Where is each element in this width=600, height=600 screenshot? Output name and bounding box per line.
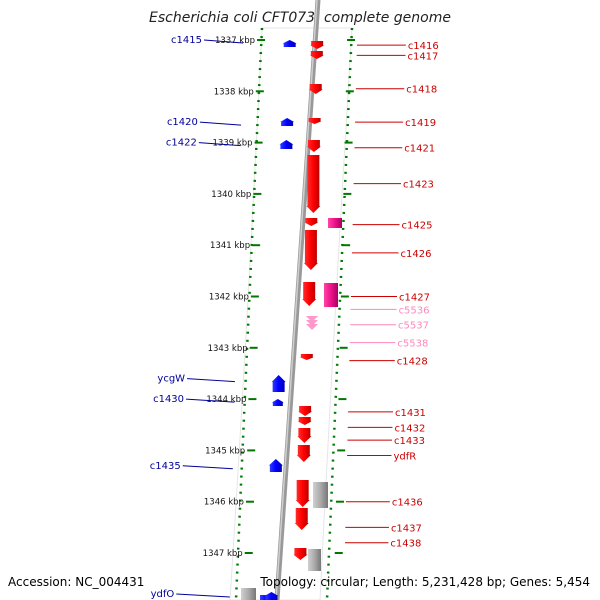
gene-arrow [306,140,321,152]
gene-label-c1419: c1419 [405,118,436,129]
map-band [229,27,353,600]
gene-label-c1428: c1428 [397,357,428,368]
tick-label: 1341 kbp [210,241,250,251]
gene-arrow [304,218,319,226]
feature-rna [328,218,342,228]
gene-label-ydfR: ydfR [393,452,416,463]
leader-line [198,142,241,147]
gene-label-c5536: c5536 [399,305,430,316]
gene-arrow [280,118,295,126]
forward-track-line [325,27,354,600]
gene-label-ycgW: ycgW [157,374,185,385]
feature-pseudo [306,320,318,326]
leader-line [176,593,230,598]
gene-label-c1438: c1438 [390,539,421,550]
accession-text: Accession: NC_004431 [8,575,145,589]
gene-arrow [299,354,314,360]
gene-label-c1431: c1431 [395,408,426,419]
gene-arrow [309,51,324,59]
gene-arrow [271,375,286,392]
gene-arrow [303,230,318,270]
leader-line [203,39,244,44]
leader-line [187,378,235,383]
tick-label: 1339 kbp [213,139,253,149]
gene-label-c1426: c1426 [401,249,432,260]
leader-line [199,121,242,126]
tick-label: 1338 kbp [214,87,254,97]
leader-line [182,465,233,470]
gene-label-c1418: c1418 [406,85,437,96]
gene-label-c1421: c1421 [404,144,435,155]
gene-arrow [302,282,317,306]
tick-label: 1346 kbp [204,498,244,508]
tick-label: 1337 kbp [215,36,255,46]
gene-arrow [295,480,310,507]
gene-arrow [271,399,284,406]
gene-label-c1423: c1423 [403,180,434,191]
gene-arrow [296,445,311,462]
gene-label-c1415: c1415 [171,35,202,46]
gene-arrow [306,155,321,213]
gene-label-c1435: c1435 [150,461,181,472]
gene-label-c1420: c1420 [167,117,198,128]
gene-label-c1432: c1432 [394,423,425,434]
gene-arrow [298,406,313,416]
gene-label-c1422: c1422 [166,138,197,149]
gene-label-c5537: c5537 [398,321,429,332]
gene-arrow [268,459,283,472]
leader-line [186,398,235,403]
gene-label-c1437: c1437 [391,523,422,534]
tick-label: 1344 kbp [206,395,246,405]
gene-arrow [293,548,308,560]
tick-label: 1342 kbp [209,293,249,303]
gene-label-c1425: c1425 [402,221,433,232]
gene-arrow [282,40,297,47]
gene-arrow [297,428,312,443]
feature-other [308,549,321,571]
feature-rna [324,283,338,307]
feature-other [313,482,328,508]
reverse-track-line [234,27,264,600]
gene-arrow [294,508,309,530]
feature-other [241,588,256,600]
gene-label-c1430: c1430 [153,394,184,405]
tick-label: 1343 kbp [208,344,248,354]
feature-pseudo [306,316,318,322]
tick-label: 1347 kbp [203,549,243,559]
gene-arrow [264,592,279,600]
gene-arrow [297,417,312,425]
gene-arrow [279,140,294,149]
gene-label-c1436: c1436 [392,498,423,509]
gene-arrow [307,118,322,124]
gene-arrow [310,41,325,49]
feature-pseudo [306,324,318,330]
tick-label: 1345 kbp [205,446,245,456]
gene-label-c1416: c1416 [408,41,439,52]
gene-label-c1417: c1417 [407,51,438,62]
gene-label-ydfO: ydfO [151,589,175,600]
gene-label-c1433: c1433 [394,436,425,447]
tick-label: 1340 kbp [211,190,251,200]
gene-label-c1427: c1427 [399,293,430,304]
gene-arrow [308,84,323,94]
topology-text: Topology: circular; Length: 5,231,428 bp… [260,575,590,589]
gene-label-c5538: c5538 [397,339,428,350]
map-title: Escherichia coli CFT073, complete genome [149,10,451,26]
